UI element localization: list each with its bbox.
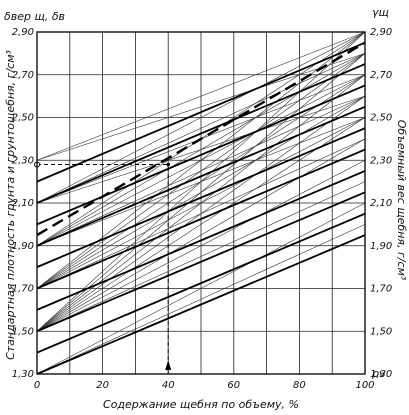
y-tick-label-right: 1,30 <box>370 369 392 380</box>
fan-line <box>36 117 366 247</box>
y-tick-label-left: 2,50 <box>12 113 34 124</box>
series-line <box>36 105 366 247</box>
fan-line <box>36 53 366 204</box>
y-tick-label-left: 2,10 <box>12 198 34 209</box>
example-construction <box>34 41 366 374</box>
x-tick-label: 40 <box>162 380 175 391</box>
y-tick-label-right: 2,50 <box>370 113 392 124</box>
y-tick-label-right: 1,70 <box>370 284 392 295</box>
fan-line <box>36 95 366 204</box>
series-line <box>36 212 366 354</box>
fan-line <box>36 95 366 289</box>
y-tick-label-left: 1,50 <box>12 326 34 337</box>
y-tick-label-left: 1,90 <box>12 241 34 252</box>
y-tick-label-left: 2,30 <box>12 155 34 166</box>
x-tick-label: 100 <box>355 380 374 391</box>
fan-line <box>36 53 366 161</box>
y-tick-label-left: 2,90 <box>12 27 34 38</box>
y-tick-label-right: 2,10 <box>370 198 392 209</box>
x-tick-labels: 0 20 40 60 80 100 <box>34 380 375 391</box>
x-axis-label: Содержание щебня по объему, % <box>103 398 299 411</box>
y-tick-label-left: 1,70 <box>12 284 34 295</box>
series-line <box>36 191 366 333</box>
fan-line <box>36 117 366 332</box>
fan-line <box>36 95 366 247</box>
series-lines <box>36 41 366 375</box>
fan-line <box>36 31 366 161</box>
example-dashed-line <box>36 41 366 237</box>
y-tick-label-right: 2,30 <box>370 155 392 166</box>
fan-line <box>36 224 366 375</box>
fan-line <box>36 181 366 332</box>
x-end-label: ρv <box>372 367 386 380</box>
series-line <box>36 234 366 375</box>
x-tick-label: 0 <box>34 380 40 391</box>
fan-line <box>36 138 366 332</box>
y-tick-label-right: 1,50 <box>370 326 392 337</box>
y-axis-label-left: Стандартная плотность грунта и грунтощеб… <box>4 50 17 360</box>
y-tick-label-right: 1,90 <box>370 241 392 252</box>
plot-frame <box>36 31 366 375</box>
fan-line <box>36 138 366 289</box>
top-left-label: δвер щ, δв <box>4 10 65 23</box>
y-tick-labels-right: 1,30 1,50 1,70 1,90 2,10 2,30 2,50 2,70 2,90 <box>370 27 392 380</box>
series-line <box>36 41 366 183</box>
series-line <box>36 127 366 268</box>
x-tick-label: 80 <box>293 380 306 391</box>
series-line <box>36 170 366 311</box>
y-axis-label-right: Объемный вес щебня, г/см³ <box>395 120 408 281</box>
fan-line <box>36 31 366 204</box>
top-right-label: γщ <box>372 6 389 19</box>
fan-line <box>36 117 366 289</box>
series-line <box>36 63 366 204</box>
example-arrow <box>165 360 172 370</box>
y-tick-label-left: 1,30 <box>12 369 34 380</box>
series-line <box>36 84 366 226</box>
series-line <box>36 148 366 290</box>
y-tick-labels-left: 1,30 1,50 1,70 1,90 2,10 2,30 2,50 2,70 2,90 <box>12 27 34 380</box>
y-tick-label-left: 2,70 <box>12 70 34 81</box>
fan-line <box>36 159 366 332</box>
y-tick-label-right: 2,90 <box>370 27 392 38</box>
x-tick-label: 20 <box>96 380 109 391</box>
fan-line <box>36 74 366 247</box>
x-tick-label: 60 <box>227 380 240 391</box>
y-tick-label-right: 2,70 <box>370 70 392 81</box>
fan-line <box>36 202 366 375</box>
example-point <box>166 162 170 167</box>
